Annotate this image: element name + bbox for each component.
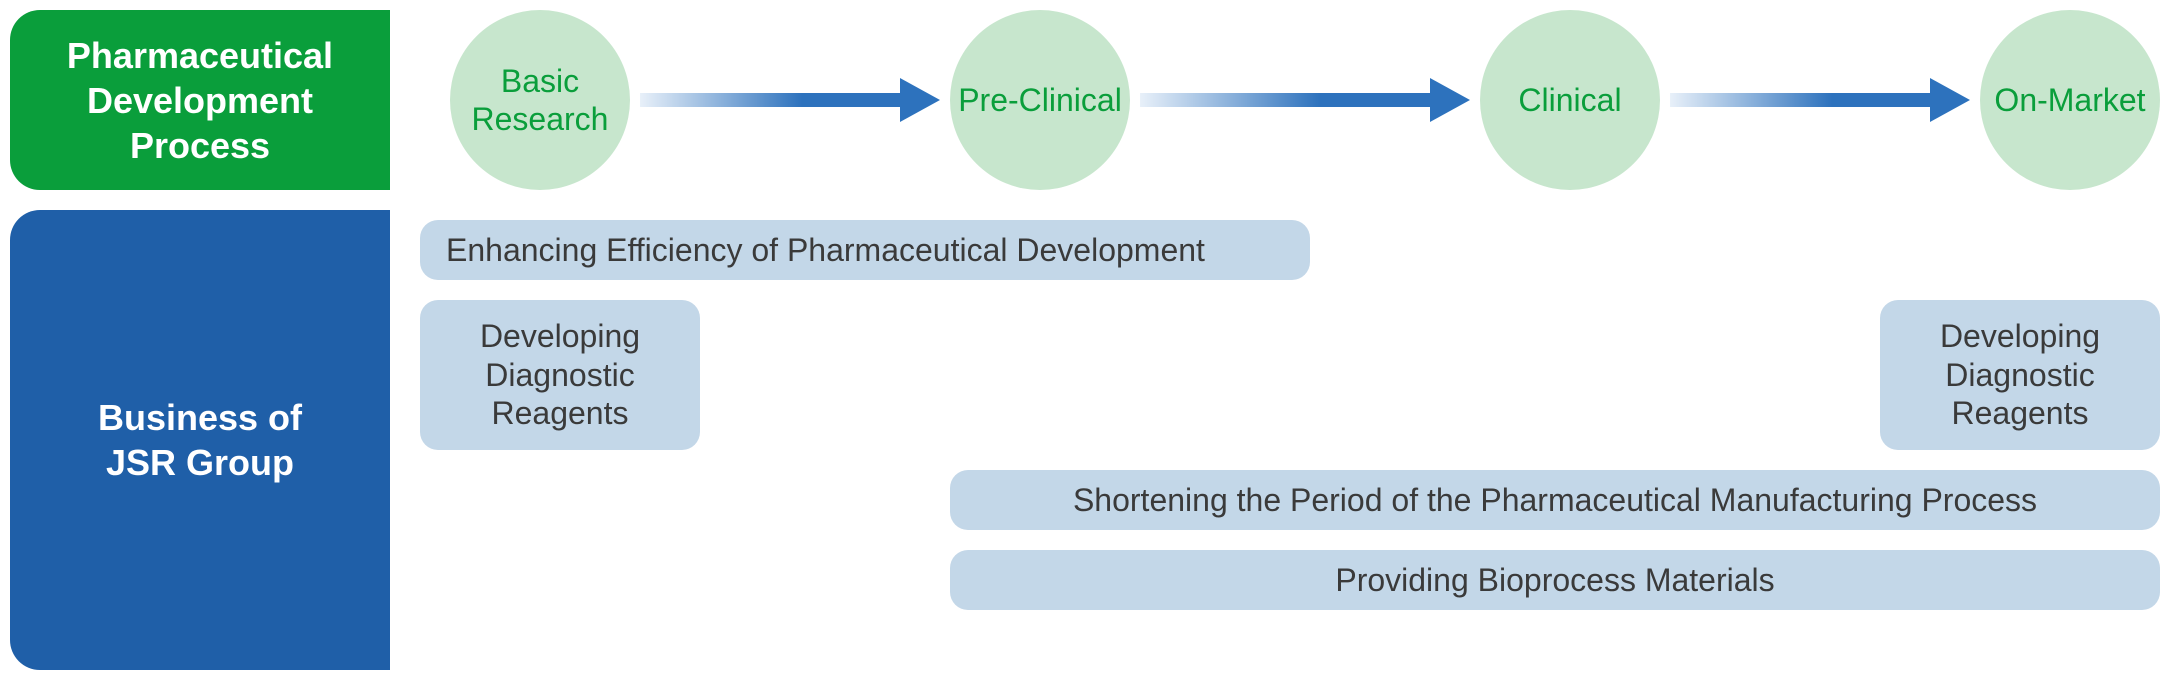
phase-clinical: Clinical <box>1480 10 1660 190</box>
pill-efficiency: Enhancing Efficiency of Pharmaceutical D… <box>420 220 1310 280</box>
phase-on-market: On-Market <box>1980 10 2160 190</box>
phase-basic-research: BasicResearch <box>450 10 630 190</box>
pharma-process-diagram: PharmaceuticalDevelopmentProcess Business… <box>10 10 2164 670</box>
header-process: PharmaceuticalDevelopmentProcess <box>10 10 390 190</box>
pill-shortening: Shortening the Period of the Pharmaceuti… <box>950 470 2160 530</box>
arrow-0 <box>640 75 940 125</box>
pill-bioprocess: Providing Bioprocess Materials <box>950 550 2160 610</box>
arrow-1 <box>1140 75 1470 125</box>
pill-diag-left: DevelopingDiagnosticReagents <box>420 300 700 450</box>
phase-pre-clinical: Pre-Clinical <box>950 10 1130 190</box>
pill-diag-right: DevelopingDiagnosticReagents <box>1880 300 2160 450</box>
arrow-2 <box>1670 75 1970 125</box>
header-business: Business ofJSR Group <box>10 210 390 670</box>
